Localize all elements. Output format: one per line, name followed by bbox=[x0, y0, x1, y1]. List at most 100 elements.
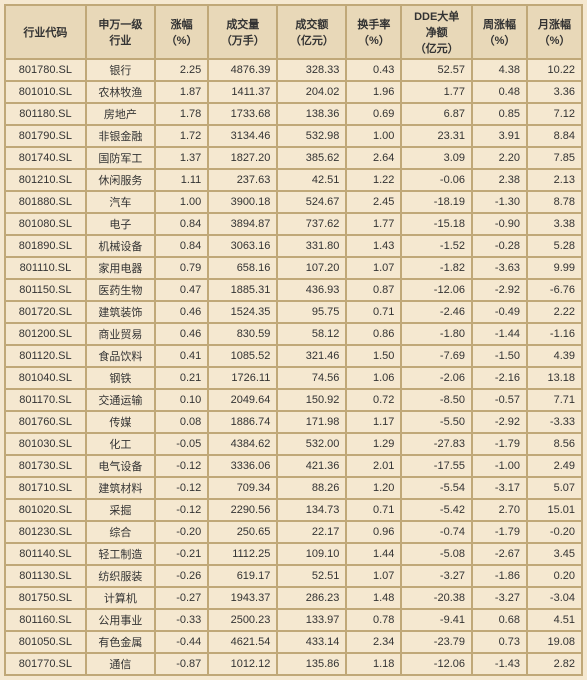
cell-code: 801780.SL bbox=[5, 59, 86, 81]
cell-value: 8.78 bbox=[527, 191, 582, 213]
cell-value: 95.75 bbox=[277, 301, 346, 323]
cell-value: 1524.35 bbox=[208, 301, 277, 323]
cell-value: 107.20 bbox=[277, 257, 346, 279]
cell-value: -17.55 bbox=[401, 455, 472, 477]
cell-value: 4876.39 bbox=[208, 59, 277, 81]
cell-name: 银行 bbox=[86, 59, 155, 81]
cell-value: 2049.64 bbox=[208, 389, 277, 411]
table-row: 801890.SL机械设备0.843063.16331.801.43-1.52-… bbox=[5, 235, 582, 257]
cell-value: -0.12 bbox=[155, 477, 208, 499]
cell-value: 6.87 bbox=[401, 103, 472, 125]
cell-name: 交通运输 bbox=[86, 389, 155, 411]
cell-code: 801170.SL bbox=[5, 389, 86, 411]
cell-value: 524.67 bbox=[277, 191, 346, 213]
cell-value: 331.80 bbox=[277, 235, 346, 257]
cell-name: 汽车 bbox=[86, 191, 155, 213]
cell-value: -20.38 bbox=[401, 587, 472, 609]
cell-value: -0.87 bbox=[155, 653, 208, 675]
cell-value: 0.47 bbox=[155, 279, 208, 301]
cell-value: 109.10 bbox=[277, 543, 346, 565]
table-row: 801040.SL钢铁0.211726.1174.561.06-2.06-2.1… bbox=[5, 367, 582, 389]
cell-value: 4.38 bbox=[472, 59, 527, 81]
cell-value: 0.46 bbox=[155, 323, 208, 345]
cell-value: -2.67 bbox=[472, 543, 527, 565]
cell-value: -1.79 bbox=[472, 521, 527, 543]
cell-value: 2.45 bbox=[346, 191, 401, 213]
cell-value: 7.71 bbox=[527, 389, 582, 411]
table-row: 801230.SL综合-0.20250.6522.170.96-0.74-1.7… bbox=[5, 521, 582, 543]
cell-value: 3.09 bbox=[401, 147, 472, 169]
cell-value: -0.49 bbox=[472, 301, 527, 323]
cell-value: 1.37 bbox=[155, 147, 208, 169]
col-header-6: DDE大单净额（亿元） bbox=[401, 5, 472, 59]
cell-name: 钢铁 bbox=[86, 367, 155, 389]
cell-value: 0.72 bbox=[346, 389, 401, 411]
cell-value: 134.73 bbox=[277, 499, 346, 521]
cell-value: 74.56 bbox=[277, 367, 346, 389]
cell-value: 0.85 bbox=[472, 103, 527, 125]
cell-value: -5.08 bbox=[401, 543, 472, 565]
cell-value: 8.56 bbox=[527, 433, 582, 455]
cell-value: 138.36 bbox=[277, 103, 346, 125]
table-row: 801120.SL食品饮料0.411085.52321.461.50-7.69-… bbox=[5, 345, 582, 367]
cell-value: 0.73 bbox=[472, 631, 527, 653]
cell-value: 0.87 bbox=[346, 279, 401, 301]
cell-name: 计算机 bbox=[86, 587, 155, 609]
table-row: 801200.SL商业贸易0.46830.5958.120.86-1.80-1.… bbox=[5, 323, 582, 345]
cell-value: 8.84 bbox=[527, 125, 582, 147]
cell-value: 237.63 bbox=[208, 169, 277, 191]
cell-value: 13.18 bbox=[527, 367, 582, 389]
cell-value: 286.23 bbox=[277, 587, 346, 609]
cell-value: 9.99 bbox=[527, 257, 582, 279]
cell-name: 采掘 bbox=[86, 499, 155, 521]
cell-value: -2.92 bbox=[472, 279, 527, 301]
cell-value: 4384.62 bbox=[208, 433, 277, 455]
cell-code: 801030.SL bbox=[5, 433, 86, 455]
cell-name: 综合 bbox=[86, 521, 155, 543]
cell-value: -0.12 bbox=[155, 499, 208, 521]
cell-value: 0.68 bbox=[472, 609, 527, 631]
cell-value: 2.38 bbox=[472, 169, 527, 191]
table-row: 801770.SL通信-0.871012.12135.861.18-12.06-… bbox=[5, 653, 582, 675]
cell-value: -1.43 bbox=[472, 653, 527, 675]
cell-value: 1.20 bbox=[346, 477, 401, 499]
table-row: 801180.SL房地产1.781733.68138.360.696.870.8… bbox=[5, 103, 582, 125]
table-row: 801780.SL银行2.254876.39328.330.4352.574.3… bbox=[5, 59, 582, 81]
cell-value: 4621.54 bbox=[208, 631, 277, 653]
cell-value: -0.12 bbox=[155, 455, 208, 477]
cell-value: 1886.74 bbox=[208, 411, 277, 433]
cell-code: 801040.SL bbox=[5, 367, 86, 389]
cell-name: 非银金融 bbox=[86, 125, 155, 147]
col-header-3: 成交量（万手） bbox=[208, 5, 277, 59]
cell-value: 7.12 bbox=[527, 103, 582, 125]
cell-value: 22.17 bbox=[277, 521, 346, 543]
cell-value: 3.45 bbox=[527, 543, 582, 565]
cell-value: -2.16 bbox=[472, 367, 527, 389]
cell-value: 421.36 bbox=[277, 455, 346, 477]
cell-value: -0.33 bbox=[155, 609, 208, 631]
cell-value: -2.92 bbox=[472, 411, 527, 433]
cell-value: -0.21 bbox=[155, 543, 208, 565]
table-row: 801080.SL电子0.843894.87737.621.77-15.18-0… bbox=[5, 213, 582, 235]
cell-code: 801750.SL bbox=[5, 587, 86, 609]
cell-value: 2.64 bbox=[346, 147, 401, 169]
cell-value: -0.05 bbox=[155, 433, 208, 455]
cell-value: -1.82 bbox=[401, 257, 472, 279]
cell-value: 0.79 bbox=[155, 257, 208, 279]
cell-value: 1411.37 bbox=[208, 81, 277, 103]
cell-code: 801080.SL bbox=[5, 213, 86, 235]
cell-value: 42.51 bbox=[277, 169, 346, 191]
cell-value: 0.43 bbox=[346, 59, 401, 81]
cell-value: 3063.16 bbox=[208, 235, 277, 257]
cell-value: -12.06 bbox=[401, 279, 472, 301]
cell-value: 52.57 bbox=[401, 59, 472, 81]
cell-value: 436.93 bbox=[277, 279, 346, 301]
cell-value: 532.98 bbox=[277, 125, 346, 147]
col-header-5: 换手率（%） bbox=[346, 5, 401, 59]
cell-code: 801010.SL bbox=[5, 81, 86, 103]
cell-name: 商业贸易 bbox=[86, 323, 155, 345]
cell-name: 房地产 bbox=[86, 103, 155, 125]
cell-value: 1.11 bbox=[155, 169, 208, 191]
cell-value: 1943.37 bbox=[208, 587, 277, 609]
cell-value: -15.18 bbox=[401, 213, 472, 235]
